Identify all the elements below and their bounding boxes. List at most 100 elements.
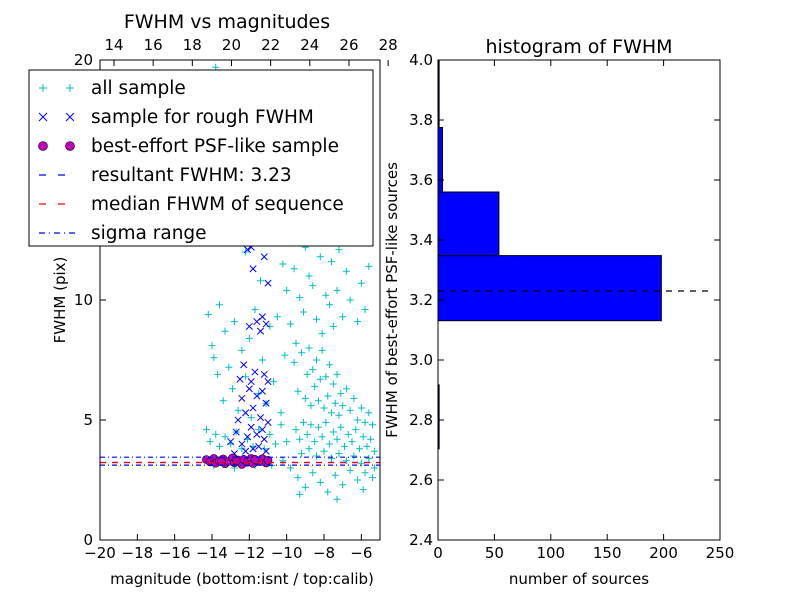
all-sample-point [369, 421, 377, 429]
legend-entry: sample for rough FWHM [38, 107, 314, 128]
rough-fwhm-point [255, 442, 263, 450]
all-sample-point [279, 260, 287, 268]
all-sample-point [311, 382, 319, 390]
legend-box [28, 69, 374, 247]
rough-fwhm-point [243, 246, 252, 254]
rough-fwhm-point [249, 445, 257, 453]
all-sample-point [305, 272, 313, 280]
all-sample-point [281, 351, 289, 359]
rough-fwhm-point [258, 426, 266, 434]
rough-fwhm-point [249, 265, 257, 273]
all-sample-point [333, 495, 341, 503]
histogram-y-tick-label: 4.0 [409, 51, 433, 69]
all-sample-point [355, 445, 363, 453]
all-sample-point [296, 490, 304, 498]
rough-fwhm-point [245, 385, 253, 393]
rough-fwhm-point [256, 414, 265, 422]
histogram-bars [437, 59, 662, 450]
all-sample-point [258, 356, 266, 364]
all-sample-point [339, 481, 347, 489]
all-sample-point [202, 426, 210, 434]
all-sample-point [215, 442, 223, 450]
all-sample-point [333, 370, 341, 378]
legend-entry: resultant FWHM: 3.23 [39, 165, 292, 186]
all-sample-point [365, 409, 373, 417]
legend-marker [66, 84, 74, 92]
histogram-bar [437, 127, 444, 193]
all-sample-point [311, 438, 319, 446]
scatter-reference-lines [100, 456, 380, 466]
all-sample-point [341, 442, 349, 450]
all-sample-point [320, 447, 328, 455]
all-sample-point [277, 409, 285, 417]
all-sample-point [350, 452, 358, 460]
all-sample-point [247, 414, 255, 422]
all-sample-point [221, 433, 229, 441]
rough-fwhm-point [245, 322, 253, 330]
all-sample-point [215, 301, 223, 309]
legend-label: best-effort PSF-like sample [91, 136, 339, 157]
all-sample-point [365, 454, 373, 462]
all-sample-point [206, 438, 214, 446]
all-sample-point [327, 454, 335, 462]
histogram-y-tick-label: 3.4 [409, 231, 433, 249]
all-sample-point [342, 385, 350, 393]
legend-label: all sample [91, 78, 186, 99]
all-sample-point [357, 279, 365, 287]
all-sample-point [271, 440, 279, 448]
scatter-top-tick-label: 22 [261, 36, 280, 54]
all-sample-point [322, 418, 330, 426]
histogram-y-tick-label: 2.4 [409, 531, 433, 549]
all-sample-point [361, 418, 369, 426]
all-sample-point [331, 471, 339, 479]
rough-fwhm-point [253, 430, 261, 438]
rough-fwhm-point [258, 313, 266, 321]
all-sample-point [322, 291, 330, 299]
rough-fwhm-point [260, 370, 268, 378]
legend-entry: sigma range [39, 223, 207, 244]
histogram-y-tick-label: 2.6 [409, 471, 433, 489]
all-sample-point [363, 442, 371, 450]
all-sample-point [298, 349, 306, 357]
all-sample-point [212, 430, 220, 438]
all-sample-point [270, 378, 278, 386]
all-sample-point [335, 246, 343, 254]
rough-fwhm-point [240, 361, 248, 369]
rough-fwhm-point [227, 438, 235, 446]
rough-fwhm-point [238, 394, 246, 402]
scatter-top-tick-label: 16 [144, 36, 163, 54]
scatter-y-tick-label: 20 [74, 51, 93, 69]
scatter-y-axis-label: FWHM (pix) [51, 257, 69, 344]
all-sample-point [342, 267, 350, 275]
all-sample-point [292, 339, 300, 347]
all-sample-point [286, 464, 294, 472]
all-sample-point [238, 445, 246, 453]
all-sample-point [242, 373, 250, 381]
histogram-panel: 0 50 100 150 200 250 2.4 2.6 2.8 3.0 3.2 3.4 3.6 3.8… [383, 36, 734, 588]
all-sample-point [331, 399, 339, 407]
rough-fwhm-point [262, 399, 270, 407]
all-sample-point [327, 258, 335, 266]
scatter-top-tick-label: 26 [339, 36, 358, 54]
all-sample-point [335, 411, 343, 419]
rough-fwhm-point [260, 253, 268, 261]
all-sample-point [294, 474, 302, 482]
histogram-x-axis-label: number of sources [509, 570, 649, 588]
rough-fwhm-point [258, 387, 266, 395]
histogram-x-tick-label: 100 [536, 544, 565, 562]
legend-marker [38, 141, 48, 151]
all-sample-point [327, 409, 335, 417]
all-sample-point [320, 404, 328, 412]
all-sample-point [314, 423, 322, 431]
all-sample-point [329, 428, 337, 436]
all-sample-point [370, 447, 378, 455]
all-sample-point [294, 387, 302, 395]
all-sample-point [337, 423, 345, 431]
all-sample-point [316, 478, 324, 486]
all-sample-point [307, 421, 315, 429]
rough-fwhm-point [264, 378, 272, 386]
legend-marker [39, 84, 47, 92]
histogram-y-tick-label: 3.6 [409, 171, 433, 189]
all-sample-point [316, 253, 324, 261]
all-sample-point [221, 327, 229, 335]
